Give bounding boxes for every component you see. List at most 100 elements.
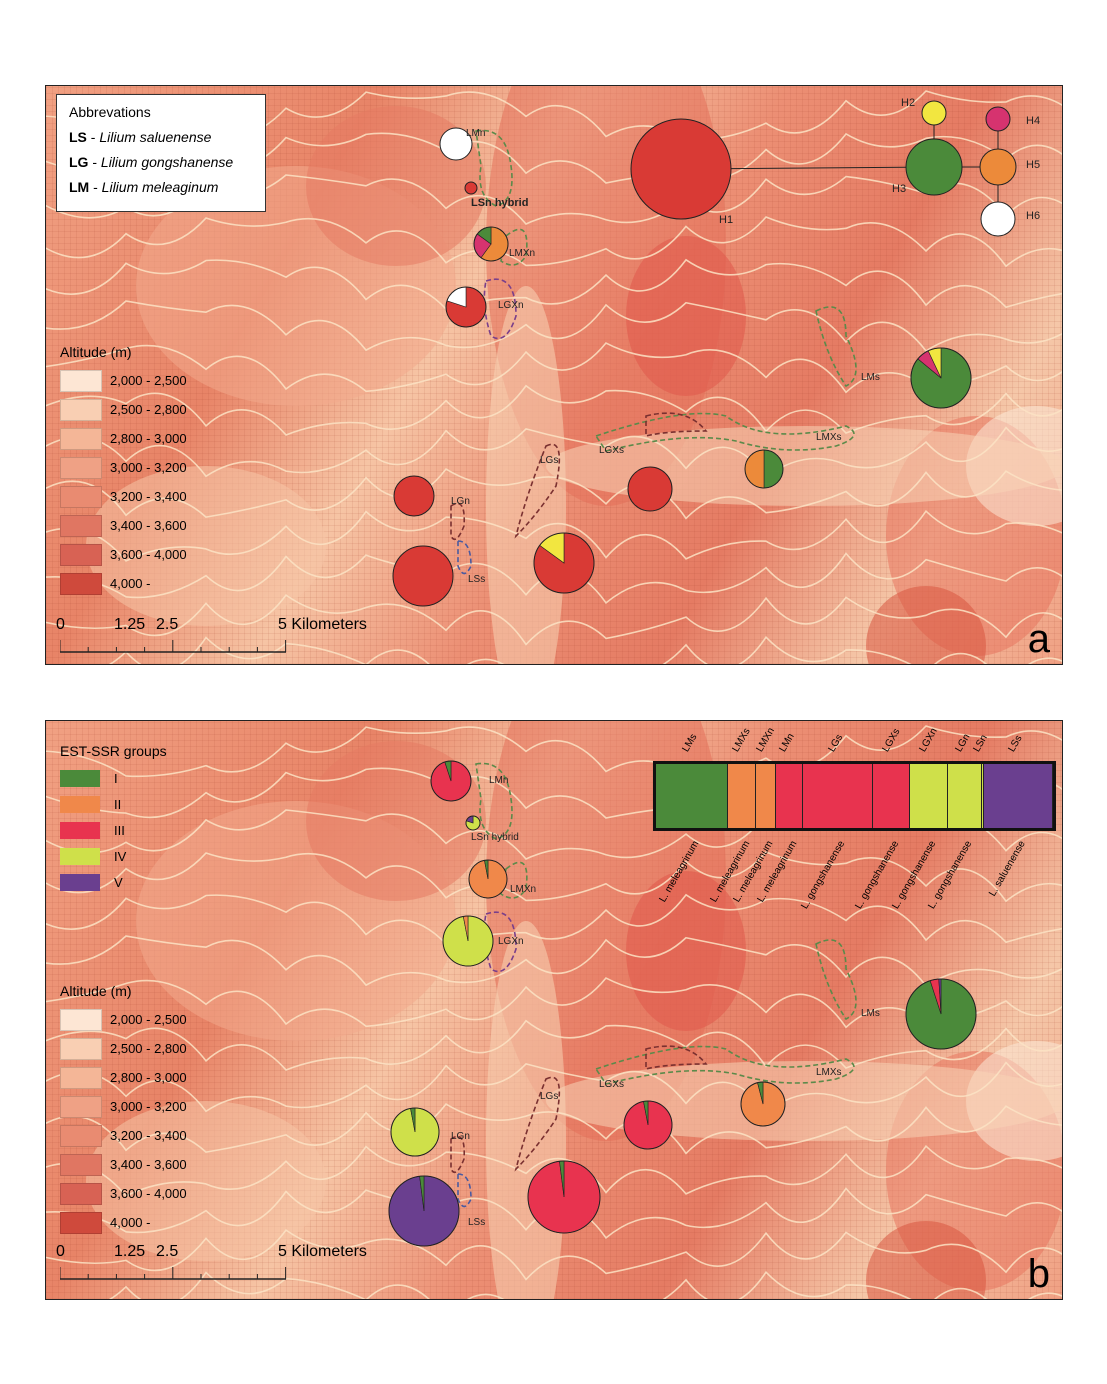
haplotype-label: H3 xyxy=(892,183,906,195)
population-label: LMXs xyxy=(816,1067,842,1078)
altitude-legend-item: 2,000 - 2,500 xyxy=(60,1005,187,1034)
population-label: LMs xyxy=(861,372,880,383)
structure-segment-LSn xyxy=(982,764,984,828)
scale-tick-label: 1.25 xyxy=(114,616,146,633)
contour-line xyxy=(46,426,1062,479)
legend-swatch xyxy=(60,873,100,891)
population-label: LGn xyxy=(451,496,470,507)
population-range-outline xyxy=(645,412,708,438)
haplotype-node-H6 xyxy=(980,201,1016,237)
abbr-code: LS xyxy=(69,129,87,145)
legend-label: 3,200 - 3,400 xyxy=(110,1128,187,1143)
population-range-outline xyxy=(450,1135,466,1174)
legend-swatch xyxy=(60,795,100,813)
contour-line xyxy=(46,935,1062,988)
altitude-legend-item: 3,600 - 4,000 xyxy=(60,1179,187,1208)
contour-line xyxy=(46,384,1062,436)
pie-LGs xyxy=(533,532,595,594)
abbreviations-title: Abbrevations xyxy=(69,104,151,120)
structure-segment-LMXs xyxy=(728,764,757,828)
legend-label: 2,500 - 2,800 xyxy=(110,1041,187,1056)
pie-LMs xyxy=(905,978,977,1050)
altitude-legend-title: Altitude (m) xyxy=(60,983,132,999)
scale-bar-ruler xyxy=(60,1267,287,1280)
population-range-outline xyxy=(475,129,513,207)
legend-swatch xyxy=(60,769,100,787)
legend-swatch xyxy=(60,1008,102,1031)
contour-line xyxy=(46,468,1062,520)
haplotype-node-H3 xyxy=(905,138,963,196)
legend-swatch xyxy=(60,1095,102,1118)
population-range-outline xyxy=(500,861,528,899)
altitude-legend-item: 4,000 - xyxy=(60,1208,187,1237)
group-legend-item: III xyxy=(60,817,167,843)
terrain-zone xyxy=(86,1101,326,1261)
contour-line xyxy=(46,977,1062,1029)
contour-line xyxy=(46,1144,1062,1197)
structure-barplot xyxy=(653,761,1056,831)
legend-label: 4,000 - xyxy=(110,576,151,591)
population-label: LSn hybrid xyxy=(471,832,519,843)
legend-label: 2,000 - 2,500 xyxy=(110,1012,187,1027)
pie-LGXs xyxy=(627,466,673,512)
altitude-legend-title: Altitude (m) xyxy=(60,344,132,360)
pie-LGn xyxy=(393,475,435,517)
haplotype-label: H6 xyxy=(1026,210,1040,222)
legend-label: 3,400 - 3,600 xyxy=(110,518,187,533)
contour-line xyxy=(46,1061,1062,1114)
pie-LGXn xyxy=(445,286,487,328)
contour-line xyxy=(46,300,1062,353)
altitude-legend-item: 3,200 - 3,400 xyxy=(60,482,187,511)
population-label: LMn xyxy=(489,775,508,786)
altitude-legend-item: 3,200 - 3,400 xyxy=(60,1121,187,1150)
pie-LMn xyxy=(430,760,472,802)
pie-slice xyxy=(392,545,454,607)
population-label: LSs xyxy=(468,1217,485,1228)
abbr-name: Lilium meleaginum xyxy=(101,179,219,195)
population-label: LGn xyxy=(451,1131,470,1142)
contour-line xyxy=(46,725,1062,778)
structure-segment-LMs xyxy=(656,764,729,828)
legend-swatch xyxy=(60,1066,102,1089)
pie-LGn xyxy=(390,1107,440,1157)
contour-line xyxy=(46,216,1062,268)
structure-segment-LGXn xyxy=(910,764,948,828)
haplotype-node-H1 xyxy=(630,118,732,220)
legend-label: 3,400 - 3,600 xyxy=(110,1157,187,1172)
scale-tick-label: 1.25 xyxy=(114,1243,146,1260)
legend-label: 2,800 - 3,000 xyxy=(110,1070,187,1085)
legend-swatch xyxy=(60,847,100,865)
altitude-legend-item: 2,000 - 2,500 xyxy=(60,366,187,395)
legend-label: 2,500 - 2,800 xyxy=(110,402,187,417)
abbreviations-box: Abbrevations LS - Lilium saluenense LG -… xyxy=(56,94,266,212)
population-range-outline xyxy=(815,939,857,1021)
structure-segment-LGs xyxy=(802,764,874,828)
pie-LGXs xyxy=(623,1100,673,1150)
altitude-legend: Altitude (m) 2,000 - 2,500 2,500 - 2,800 2,… xyxy=(60,344,187,598)
contour-line xyxy=(46,552,1062,605)
panel-a-haplotype-map: LMn LSn hybrid LMXn LGXn LMs LMXs LGXs LGs LGn LS… xyxy=(45,85,1063,665)
population-label: LMs xyxy=(861,1008,880,1019)
population-label: LGXn xyxy=(498,300,524,311)
abbr-code: LG xyxy=(69,154,89,170)
population-label: LMXn xyxy=(509,248,535,259)
legend-label: 2,800 - 3,000 xyxy=(110,431,187,446)
population-label: LMn xyxy=(466,128,485,139)
legend-swatch xyxy=(60,821,100,839)
legend-swatch xyxy=(60,1124,102,1147)
structure-segment-LMXn xyxy=(756,764,777,828)
legend-label: III xyxy=(114,822,125,838)
population-range-outline xyxy=(457,1173,472,1208)
legend-swatch xyxy=(60,369,102,392)
contour-line xyxy=(108,1270,1062,1299)
pie-LSs xyxy=(392,545,454,607)
altitude-legend-item: 4,000 - xyxy=(60,569,187,598)
pie-LMXn xyxy=(468,859,508,899)
legend-label: 2,000 - 2,500 xyxy=(110,373,187,388)
pie-LMXs xyxy=(740,1081,786,1127)
groups-legend: EST-SSR groups I II III IV V xyxy=(60,743,167,895)
population-label: LGs xyxy=(540,455,558,466)
scale-tick-label: 0 xyxy=(56,1243,65,1260)
legend-label: 4,000 - xyxy=(110,1215,151,1230)
structure-segment-LGXs xyxy=(873,764,911,828)
